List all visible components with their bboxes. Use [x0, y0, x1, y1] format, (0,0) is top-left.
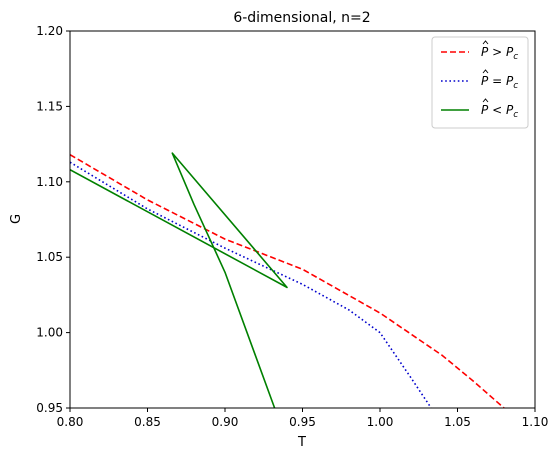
- series-line-2: [70, 161, 432, 408]
- x-tick-label: 0.90: [212, 415, 239, 429]
- legend-label-2: P = Pc: [481, 74, 518, 91]
- y-axis-label: G: [9, 214, 24, 224]
- legend-label-3: P < Pc: [481, 103, 518, 120]
- series-line-1: [70, 153, 505, 408]
- y-tick-label: 1.15: [36, 99, 63, 113]
- series-layer: [70, 152, 505, 408]
- x-tick-label: 0.85: [134, 415, 161, 429]
- x-axis-label: T: [297, 435, 306, 450]
- x-tick-label: 1.05: [444, 415, 471, 429]
- x-tick-label: 1.00: [367, 415, 394, 429]
- chart-title: 6-dimensional, n=2: [233, 10, 370, 26]
- x-tick-label: 1.10: [522, 415, 549, 429]
- x-tick-label: 0.80: [57, 415, 84, 429]
- legend-hat-mark: [482, 98, 489, 103]
- y-tick-label: 1.10: [36, 175, 63, 189]
- y-tick-label: 1.20: [36, 24, 63, 38]
- series-line-3: [70, 152, 288, 408]
- x-axis: 0.80 0.85 0.90 0.95 1.00 1.05 1.10: [57, 408, 549, 429]
- x-tick-label: 0.95: [289, 415, 316, 429]
- legend-hat-mark: [482, 40, 489, 45]
- legend: P > Pc P = Pc P < Pc: [431, 36, 529, 129]
- y-tick-label: 1.05: [36, 250, 63, 264]
- y-tick-label: 0.95: [36, 401, 63, 415]
- y-tick-label: 1.00: [36, 326, 63, 340]
- legend-hat-mark: [482, 69, 489, 74]
- legend-label-1: P > Pc: [481, 45, 518, 62]
- y-axis: 0.95 1.00 1.05 1.10 1.15 1.20: [36, 24, 70, 415]
- legend-box: [431, 36, 529, 129]
